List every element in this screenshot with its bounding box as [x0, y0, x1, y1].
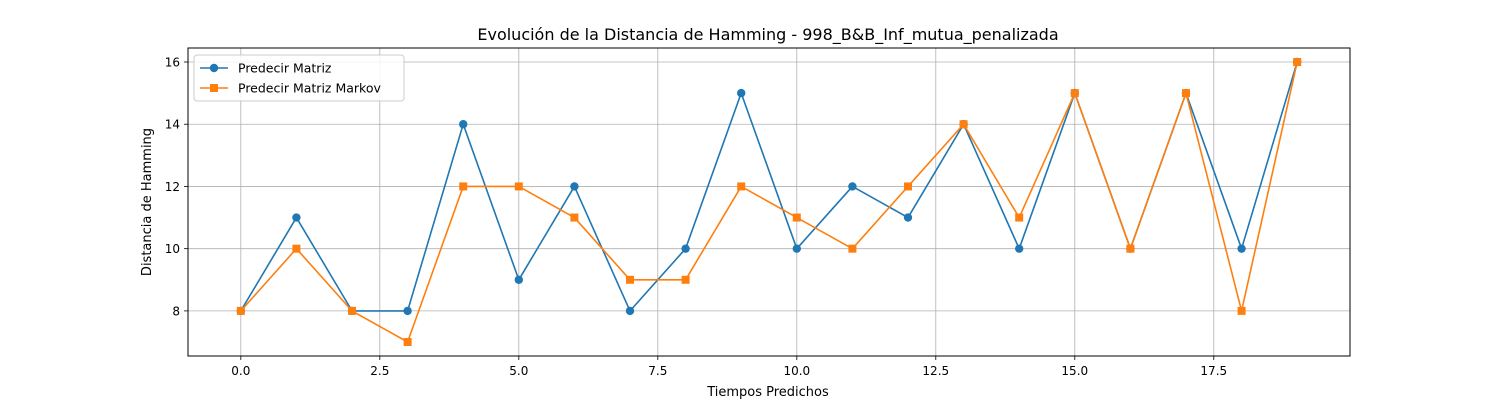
x-tick-label: 10.0: [783, 364, 810, 378]
data-point-series-2: [848, 244, 857, 253]
legend-marker-1: [209, 63, 219, 73]
data-point-series-2: [1181, 89, 1190, 98]
x-tick-label: 15.0: [1061, 364, 1088, 378]
legend-marker-2: [210, 84, 218, 92]
data-point-series-2: [403, 338, 412, 346]
data-point-series-2: [459, 182, 468, 191]
y-axis-label: Distancia de Hamming: [140, 128, 155, 276]
data-point-series-2: [348, 306, 357, 315]
data-point-series-2: [903, 182, 912, 191]
x-axis-label: Tiempos Predichos: [706, 385, 829, 400]
data-point-series-1: [403, 306, 412, 316]
series-line-2: [240, 61, 1298, 343]
x-axis-ticks: 0.0 2.5 5.0 7.5 10.0 12.5 15.0 17.5: [231, 356, 1227, 378]
series-group: [236, 57, 1302, 346]
data-point-series-1: [570, 182, 579, 191]
data-point-series-2: [1237, 306, 1246, 315]
data-point-series-2: [737, 182, 746, 191]
data-point-series-1: [792, 244, 801, 253]
data-point-series-2: [1293, 58, 1302, 66]
chart-title: Evolución de la Distancia de Hamming - 9…: [477, 25, 1058, 45]
y-tick-label: 8: [172, 304, 180, 318]
x-tick-label: 5.0: [509, 364, 528, 378]
data-point-series-1: [681, 244, 690, 253]
legend: Predecir Matriz Predecir Matriz Markov: [193, 54, 405, 102]
data-point-series-2: [292, 244, 301, 253]
y-tick-label: 14: [165, 118, 180, 132]
data-point-series-1: [459, 120, 468, 129]
data-point-series-2: [514, 182, 523, 191]
data-point-series-2: [236, 306, 245, 315]
data-point-series-2: [570, 213, 579, 222]
legend-label-2: Predecir Matriz Markov: [238, 81, 381, 96]
y-tick-label: 10: [165, 242, 180, 256]
x-tick-label: 17.5: [1200, 364, 1227, 378]
data-point-series-2: [1015, 213, 1024, 222]
data-point-series-1: [1237, 244, 1246, 253]
x-tick-label: 7.5: [648, 364, 667, 378]
data-point-series-2: [792, 213, 801, 222]
data-point-series-1: [1014, 244, 1024, 253]
data-point-series-2: [959, 120, 968, 129]
x-tick-label: 12.5: [922, 364, 949, 378]
plot-frame: [187, 47, 1351, 357]
grid-lines: [188, 48, 1350, 356]
y-tick-label: 12: [165, 180, 180, 194]
legend-box: [193, 54, 405, 102]
data-point-series-1: [514, 275, 524, 284]
data-point-series-1: [737, 88, 746, 98]
data-point-series-1: [625, 306, 635, 316]
x-tick-label: 0.0: [231, 364, 250, 378]
data-point-series-2: [681, 275, 690, 284]
data-point-series-2: [626, 275, 635, 284]
data-point-series-2: [1070, 89, 1079, 98]
y-tick-label: 16: [165, 56, 180, 70]
y-axis-ticks: 8 10 12 14 16: [165, 56, 188, 318]
data-point-series-1: [292, 213, 301, 222]
legend-label-1: Predecir Matriz: [238, 61, 332, 76]
data-point-series-1: [848, 182, 857, 191]
data-point-series-2: [1126, 244, 1135, 253]
data-point-series-1: [903, 213, 913, 222]
x-tick-label: 2.5: [370, 364, 389, 378]
